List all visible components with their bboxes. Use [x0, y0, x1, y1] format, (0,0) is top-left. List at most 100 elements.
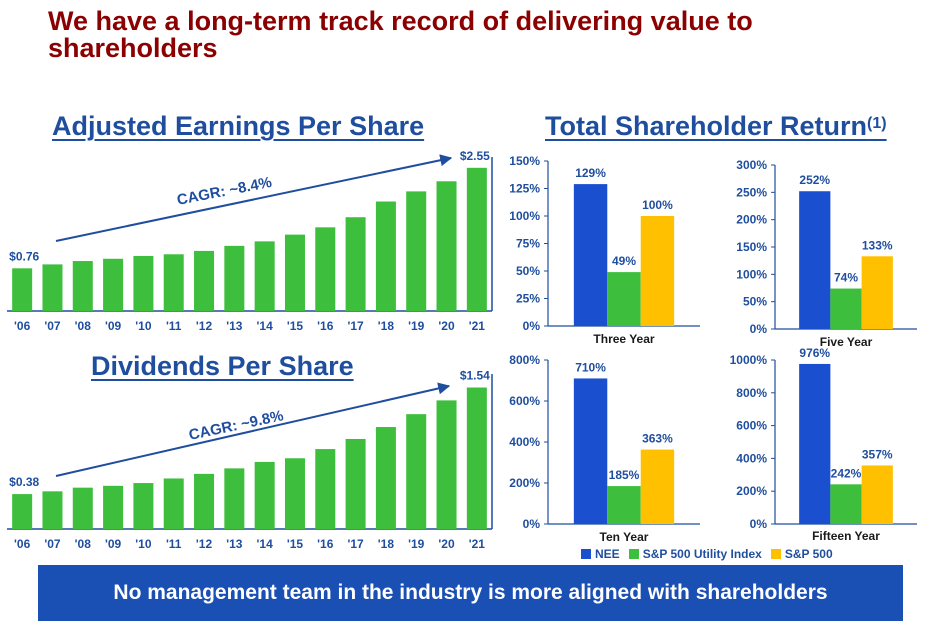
- dps-bar: [466, 387, 487, 529]
- dps-tick-label: '15: [287, 537, 304, 551]
- eps-tick-label: '15: [287, 319, 304, 333]
- eps-bar: [224, 245, 245, 311]
- tsr-three-year-title: Three Year: [593, 332, 654, 346]
- dps-tick-label: '14: [257, 537, 274, 551]
- tsr-three-year-bar: [573, 184, 608, 326]
- tsr-fifteen-year-title: Fifteen Year: [812, 529, 880, 543]
- tsr-ten-year-bar: [573, 378, 608, 524]
- tsr-three-year-tick-label: 25%: [516, 292, 540, 306]
- tsr-five-year-tick-label: 50%: [743, 295, 767, 309]
- tsr-five-year-tick-label: 150%: [736, 240, 767, 254]
- tsr-fifteen-year-tick-label: 1000%: [730, 353, 768, 367]
- eps-tick-label: '16: [317, 319, 334, 333]
- dps-tick-label: '07: [44, 537, 61, 551]
- tsr-legend: NEE S&P 500 Utility Index S&P 500: [581, 545, 842, 563]
- tsr-fifteen-year-bar: [861, 465, 893, 524]
- legend-swatch-utility: [628, 549, 639, 559]
- tsr-fifteen-year-tick-label: 600%: [736, 419, 767, 433]
- tsr-three-year-data-label: 129%: [575, 166, 606, 180]
- eps-tick-label: '13: [226, 319, 243, 333]
- tsr-three-year-data-label: 100%: [642, 198, 673, 212]
- dps-tick-label: '20: [438, 537, 455, 551]
- eps-bar: [42, 264, 63, 311]
- tsr-five-year-bar: [830, 288, 862, 329]
- dps-tick-label: '21: [469, 537, 486, 551]
- tsr-fifteen-year-data-label: 357%: [862, 447, 893, 461]
- dps-tick-label: '10: [135, 537, 152, 551]
- tsr-fifteen-year-tick-label: 800%: [736, 386, 767, 400]
- dps-tick-label: '19: [408, 537, 425, 551]
- eps-tick-label: '08: [75, 319, 92, 333]
- tsr-ten-year-tick-label: 400%: [509, 435, 540, 449]
- eps-first-value-label: $0.76: [9, 249, 39, 263]
- tsr-ten-year-tick-label: 0%: [523, 517, 541, 531]
- legend-swatch-sp500: [770, 549, 781, 559]
- tsr-ten-year-bar: [607, 486, 641, 524]
- dps-tick-label: '13: [226, 537, 243, 551]
- tsr-five-year-tick-label: 0%: [750, 322, 768, 336]
- eps-bar: [315, 227, 336, 311]
- eps-tick-label: '17: [347, 319, 364, 333]
- dps-bar: [72, 487, 93, 529]
- tsr-ten-year-data-label: 363%: [642, 432, 673, 446]
- legend-item-utility: S&P 500 Utility Index: [628, 547, 762, 561]
- tsr-three-year-data-label: 49%: [612, 254, 636, 268]
- tsr-footnote-mark: (1): [867, 115, 887, 132]
- dps-bar: [224, 468, 245, 529]
- eps-tick-label: '10: [135, 319, 152, 333]
- dps-tick-label: '09: [105, 537, 122, 551]
- tsr-heading-text: Total Shareholder Return: [545, 111, 868, 141]
- eps-cagr-arrow: [55, 154, 453, 242]
- dps-bar: [42, 491, 63, 529]
- dps-cagr-annotation: CAGR: ~9.8%: [187, 407, 285, 444]
- eps-tick-label: '07: [44, 319, 61, 333]
- legend-swatch-nee: [581, 549, 591, 559]
- eps-bar: [194, 250, 215, 311]
- tsr-five-year-data-label: 74%: [834, 271, 858, 285]
- dps-bar: [12, 494, 33, 529]
- legend-item-sp500: S&P 500: [770, 547, 833, 561]
- eps-bar: [133, 255, 154, 311]
- tsr-heading: Total Shareholder Return(1): [545, 111, 887, 141]
- eps-bar: [12, 268, 33, 311]
- tsr-five-year-tick-label: 300%: [736, 158, 767, 172]
- legend-item-nee: NEE: [581, 547, 620, 561]
- eps-bar: [436, 181, 457, 311]
- eps-tick-label: '20: [438, 319, 455, 333]
- eps-tick-label: '09: [105, 319, 122, 333]
- eps-bar: [163, 254, 184, 311]
- tsr-five-year-tick-label: 200%: [736, 213, 767, 227]
- tsr-ten-year-tick-label: 600%: [509, 394, 540, 408]
- eps-tick-label: '18: [378, 319, 395, 333]
- eps-tick-label: '21: [469, 319, 486, 333]
- eps-tick-label: '12: [196, 319, 213, 333]
- dps-tick-label: '11: [166, 537, 182, 551]
- eps-bar: [466, 167, 487, 311]
- tsr-five-year-tick-label: 250%: [736, 185, 767, 199]
- eps-tick-label: '19: [408, 319, 425, 333]
- page-title: We have a long-term track record of deli…: [48, 6, 753, 63]
- eps-bar: [375, 201, 396, 311]
- dps-bar: [254, 461, 275, 529]
- tsr-ten-year-title: Ten Year: [600, 530, 649, 544]
- eps-bar: [254, 241, 275, 311]
- eps-tick-label: '06: [14, 319, 31, 333]
- eps-bar: [284, 234, 305, 311]
- eps-cagr-annotation: CAGR: ~8.4%: [176, 174, 274, 209]
- dps-tick-label: '17: [347, 537, 364, 551]
- bottom-banner: No management team in the industry is mo…: [38, 565, 903, 621]
- dps-bar: [133, 483, 154, 529]
- tsr-five-year-data-label: 133%: [862, 238, 893, 252]
- tsr-fifteen-year-data-label: 976%: [799, 346, 830, 360]
- tsr-five-year-data-label: 252%: [799, 173, 830, 187]
- dps-tick-label: '12: [196, 537, 213, 551]
- dps-tick-label: '18: [378, 537, 395, 551]
- dps-bar: [194, 473, 215, 529]
- tsr-five-year-tick-label: 100%: [736, 267, 767, 281]
- eps-last-value-label: $2.55: [460, 149, 490, 163]
- tsr-fifteen-year-tick-label: 0%: [750, 517, 768, 531]
- dps-heading: Dividends Per Share: [91, 351, 354, 381]
- tsr-ten-year-data-label: 710%: [575, 360, 606, 374]
- tsr-three-year-tick-label: 125%: [509, 182, 540, 196]
- dps-bar: [345, 438, 366, 529]
